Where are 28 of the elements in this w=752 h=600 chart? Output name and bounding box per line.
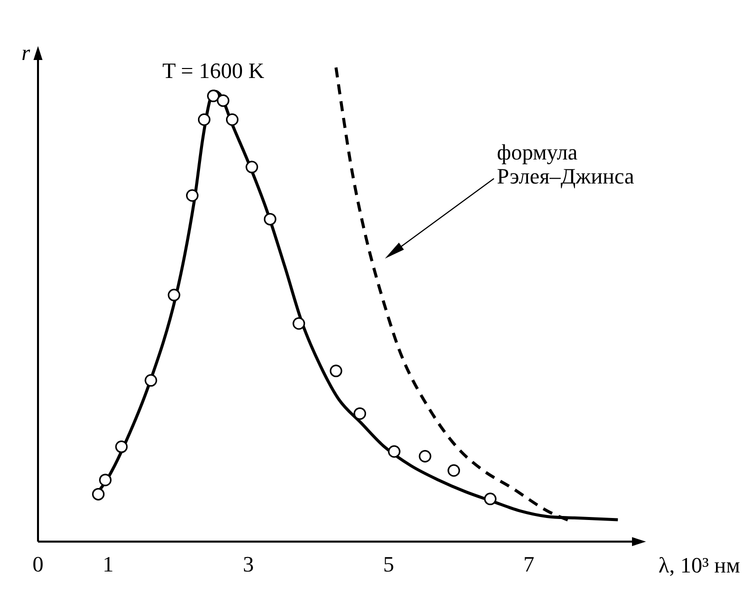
point	[216, 94, 230, 107]
point	[99, 474, 112, 486]
annotation: T = 1600 K	[162, 58, 264, 83]
annotation: формула Рэлея–Джинса	[496, 139, 634, 188]
x-tick-label: 1	[102, 552, 114, 577]
y-axis-title: r	[21, 40, 30, 65]
point	[198, 113, 210, 126]
point	[388, 445, 400, 458]
point	[226, 113, 238, 126]
point	[292, 317, 306, 330]
point	[418, 450, 432, 463]
point	[144, 374, 158, 387]
point	[246, 160, 258, 174]
point	[186, 189, 199, 202]
point	[168, 288, 180, 302]
point	[354, 407, 366, 420]
x-tick-label: 7	[523, 552, 534, 577]
point	[264, 212, 276, 226]
point	[207, 90, 220, 102]
point	[448, 464, 460, 477]
point	[115, 440, 128, 454]
point	[484, 492, 497, 506]
x-tick-label: 5	[383, 552, 394, 577]
point	[92, 488, 105, 500]
x-tick-label: 0	[32, 552, 44, 577]
point	[330, 364, 342, 378]
x-tick-label: 3	[242, 552, 254, 577]
x-axis-title: λ, 10³ нм	[658, 552, 740, 578]
